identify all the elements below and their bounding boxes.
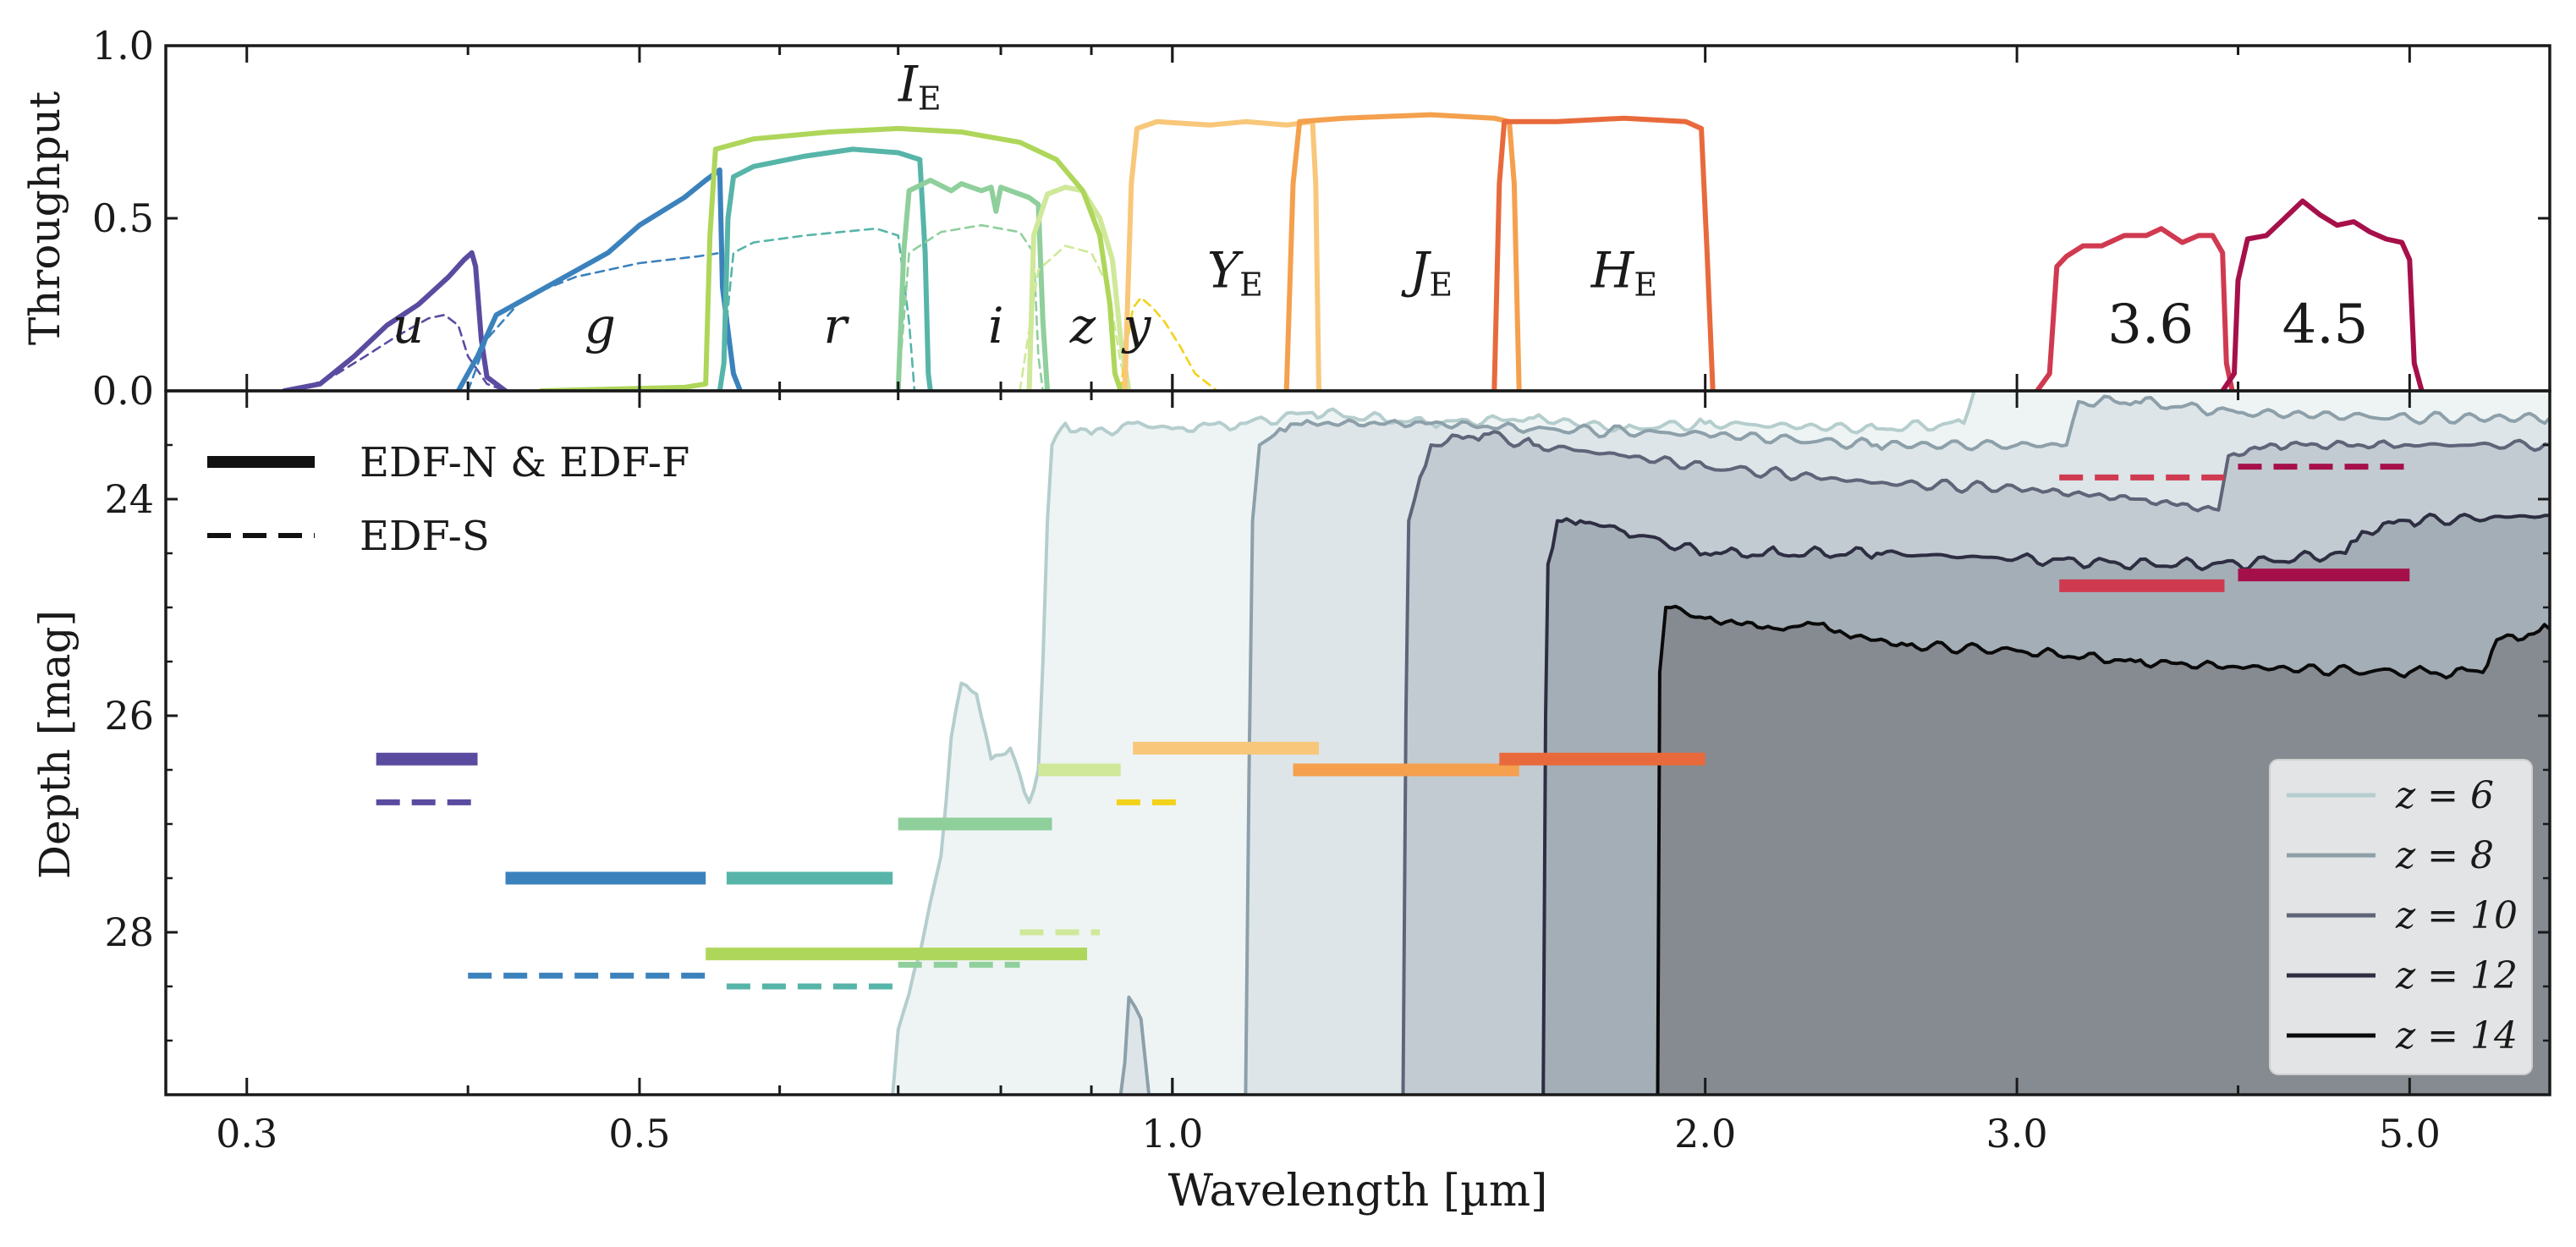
legend-solid-label: EDF-N & EDF-F xyxy=(360,439,689,486)
throughput-curve-r xyxy=(717,146,933,391)
throughput-plot-area xyxy=(166,46,2550,391)
redshift-legend-label: z = 10 xyxy=(2395,894,2518,937)
throughput-curve-ye xyxy=(1122,118,1321,391)
depth-y-label: Depth [mag] xyxy=(30,610,80,879)
depth-y-ticks: 24 26 28 xyxy=(104,443,2550,1042)
redshift-legend-label: z = 8 xyxy=(2395,834,2494,877)
throughput-curve-i xyxy=(895,178,1051,391)
band-label-subscript: E xyxy=(918,80,942,117)
band-label-subscript: E xyxy=(1239,266,1263,304)
redshift-legend-label: z = 12 xyxy=(2395,954,2518,997)
x-tick-label: 3.0 xyxy=(1986,1111,2048,1156)
galaxy-spectrum-z-10 xyxy=(1401,430,2550,1095)
band-label-main: I xyxy=(898,55,919,113)
x-tick-label: 5.0 xyxy=(2379,1111,2441,1156)
throughput-curve-u-edf-s xyxy=(295,313,507,391)
galaxy-spectrum-z-8 xyxy=(1118,394,2550,1095)
redshift-legend-label: z = 14 xyxy=(2395,1014,2518,1057)
band-label-g: g xyxy=(585,297,616,354)
throughput-curve-ie xyxy=(538,125,1123,391)
band-label-r: r xyxy=(823,297,849,354)
throughput-y-ticks: 0.0 0.5 1.0 xyxy=(92,23,2550,414)
band-label-he: HE xyxy=(1590,242,1657,304)
y-tick-label: 24 xyxy=(104,476,154,522)
band-label-subscript: E xyxy=(1634,266,1657,304)
band-label-y: y xyxy=(1121,297,1152,354)
throughput-y-label: Throughput xyxy=(20,91,69,345)
galaxy-spectrum-z-14 xyxy=(1656,604,2550,1095)
throughput-curves xyxy=(282,112,2425,391)
x-tick-label: 2.0 xyxy=(1674,1111,1736,1156)
depth-bars-edfs xyxy=(376,464,2410,990)
x-tick-label: 0.3 xyxy=(216,1111,277,1156)
band-label-ie: IE xyxy=(898,55,942,117)
depth-style-legend: EDF-N & EDF-F EDF-S xyxy=(207,439,689,560)
band-label-main: Y xyxy=(1207,242,1244,299)
wavelength-x-ticks: 0.3 0.5 1.0 2.0 3.0 5.0 xyxy=(216,391,2551,1156)
depth-bars-edfn-edff xyxy=(376,569,2410,961)
band-label-main: H xyxy=(1590,242,1635,299)
y-tick-label: 28 xyxy=(104,909,154,955)
throughput-curve-irac-3-6 xyxy=(2035,226,2235,391)
throughput-curve-irac-4-5 xyxy=(2220,198,2425,391)
legend-dashed-label: EDF-S xyxy=(360,513,490,560)
y-tick-label: 0.5 xyxy=(92,195,154,241)
depth-panel: 24 26 28 0.3 0.5 1.0 2.0 3.0 5.0 Depth [mag] Wa… xyxy=(30,391,2551,1217)
redshift-legend-label: z = 6 xyxy=(2395,774,2494,817)
galaxy-spectrum-lines xyxy=(891,391,2550,1095)
throughput-x-ticks xyxy=(245,46,2551,391)
y-tick-label: 0.0 xyxy=(92,368,154,414)
x-tick-label: 1.0 xyxy=(1141,1111,1203,1156)
band-label-i: i xyxy=(988,297,1004,354)
redshift-legend-box xyxy=(2269,759,2533,1075)
throughput-curve-je xyxy=(1283,112,1522,391)
y-tick-label: 26 xyxy=(104,693,154,739)
band-label-ye: YE xyxy=(1207,242,1263,304)
band-label-irac-4-5: 4.5 xyxy=(2282,294,2369,356)
band-label-subscript: E xyxy=(1429,266,1453,304)
band-label-irac-3-6: 3.6 xyxy=(2107,294,2194,356)
band-label-u: u xyxy=(393,297,424,354)
band-label-z: z xyxy=(1069,297,1096,354)
throughput-curve-g-edf-s xyxy=(466,251,742,391)
throughput-curve-z-edf-s xyxy=(1019,244,1130,391)
wavelength-x-label: Wavelength [µm] xyxy=(1168,1166,1548,1217)
throughput-curve-he xyxy=(1491,115,1716,391)
y-tick-label: 1.0 xyxy=(92,23,154,69)
galaxy-spectrum-z-12 xyxy=(1541,513,2550,1095)
throughput-curve-i-edf-s xyxy=(897,223,1045,391)
depth-axes-frame xyxy=(164,389,2551,1096)
galaxy-spectrum-z-6 xyxy=(891,391,1976,1095)
throughput-curve-r-edf-s xyxy=(718,227,916,391)
x-tick-label: 0.5 xyxy=(608,1111,670,1156)
redshift-legend: z = 6 z = 8 z = 10 z = 12 z = 14 xyxy=(2269,759,2533,1075)
